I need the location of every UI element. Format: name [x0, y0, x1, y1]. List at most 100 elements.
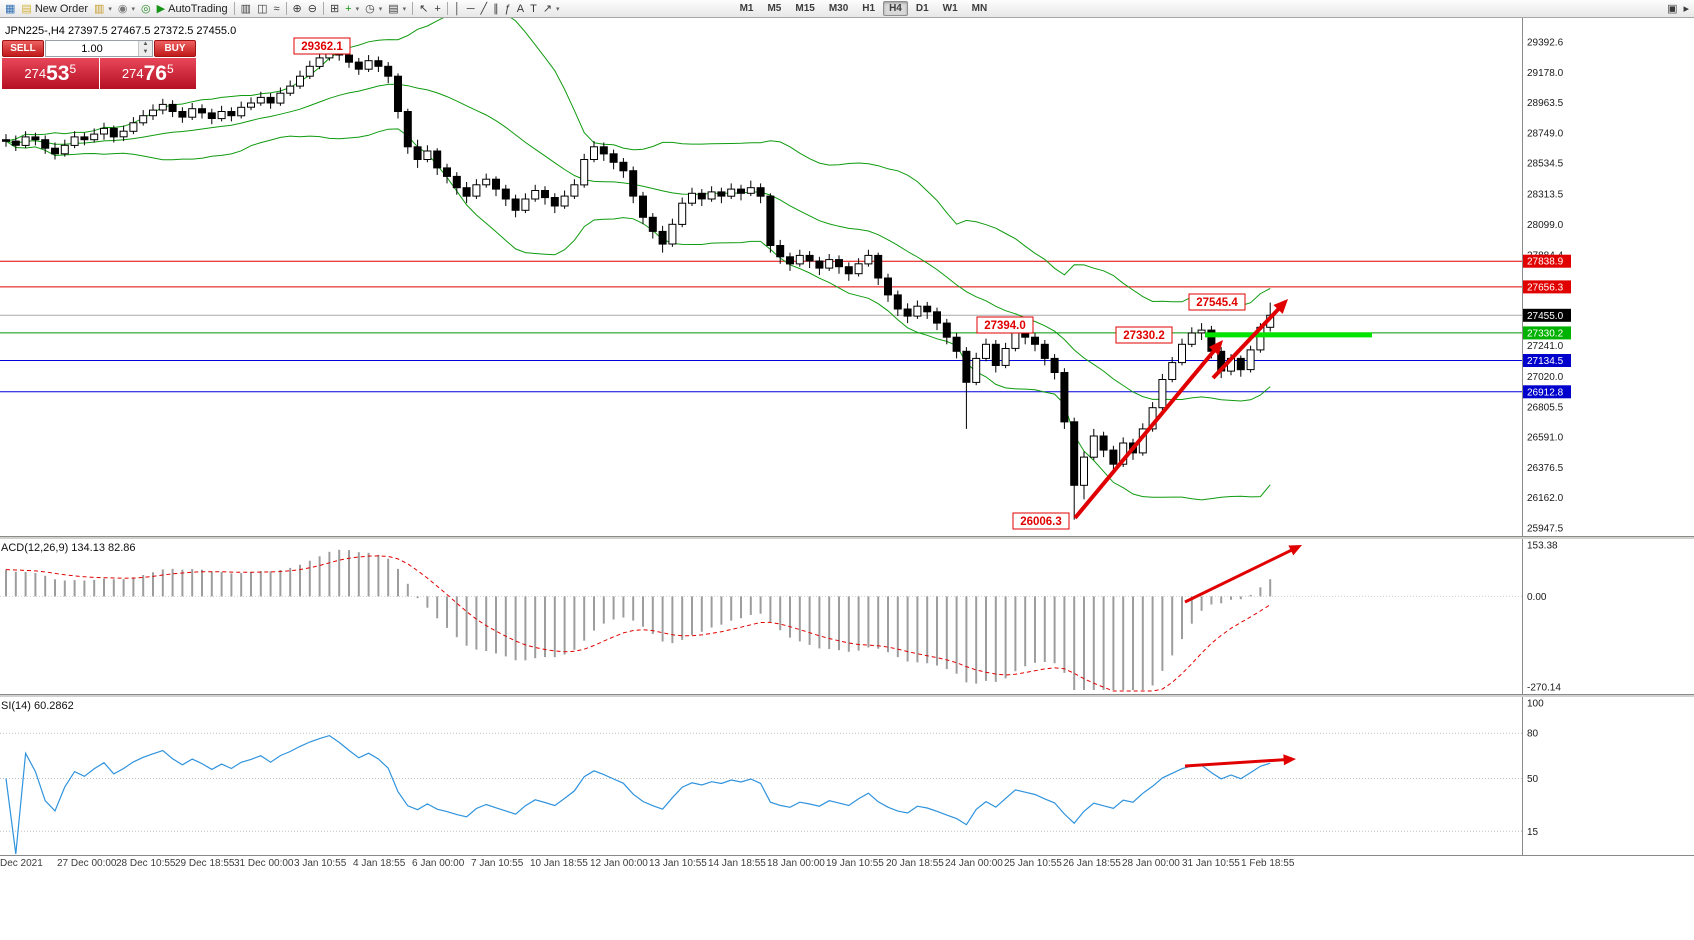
text-label-icon[interactable]: T [527, 1, 540, 17]
crosshair-icon[interactable]: + [431, 1, 443, 17]
zoom-out-icon[interactable]: ⊖ [305, 1, 320, 17]
price-tick-label: 28313.5 [1527, 190, 1564, 201]
cursor-icon[interactable]: ↖ [416, 1, 431, 17]
charts-list-icon[interactable]: ▥ ▾ [91, 1, 115, 17]
candle-bull [188, 108, 197, 118]
candle-bull [854, 263, 863, 275]
price-annotation[interactable]: 27545.4 [1188, 293, 1246, 311]
panel-separator[interactable] [0, 536, 1694, 539]
candlestick-chart-icon[interactable]: ◫ [254, 1, 270, 17]
candle-bull [727, 188, 736, 197]
fibonacci-icon[interactable]: ƒ [502, 1, 514, 17]
templates-icon[interactable]: ▤ ▾ [385, 1, 409, 17]
candle-bear [884, 277, 892, 296]
dropdown-arrow-icon[interactable]: ▾ [402, 5, 407, 13]
timeframe-d1-button[interactable]: D1 [915, 3, 929, 14]
vertical-line-icon[interactable]: │ [451, 1, 464, 17]
crosshair-icon: + [434, 2, 441, 15]
new-order-button[interactable]: ▤ New Order [18, 1, 91, 17]
price-annotation[interactable]: 29362.1 [293, 37, 351, 55]
candle-bear [933, 311, 941, 324]
buy-button[interactable]: BUY [154, 40, 196, 57]
dropdown-arrow-icon[interactable]: ▾ [378, 5, 383, 13]
price-big-digits: 53 [46, 62, 70, 85]
candle-bull [139, 115, 148, 124]
sell-button[interactable]: SELL [2, 40, 44, 57]
macd-trend-arrow[interactable] [1184, 546, 1297, 604]
macd-panel: 153.38 0.00 -270.14 ACD(12,26,9) 134.13 82… [0, 539, 1694, 694]
timeframe-h1-button[interactable]: H1 [862, 3, 876, 14]
zoom-in-icon[interactable]: ⊕ [290, 1, 305, 17]
dropdown-arrow-icon[interactable]: ▾ [556, 5, 560, 13]
timeframe-m30-button[interactable]: M30 [828, 3, 849, 14]
trend-arrow-1[interactable] [1073, 344, 1220, 520]
candle-bear [805, 254, 814, 262]
volume-up-button[interactable]: ▲ [139, 41, 152, 49]
line-chart-icon[interactable]: ≈ [270, 1, 282, 17]
timeframe-m5-button[interactable]: M5 [767, 3, 782, 14]
profiles-icon: ◉ [117, 2, 128, 15]
periods-icon[interactable]: ◷ ▾ [362, 1, 385, 17]
timeframe-m15-button[interactable]: M15 [795, 3, 815, 14]
price-annotation[interactable]: 27330.2 [1115, 326, 1173, 344]
panel-separator[interactable] [0, 694, 1694, 697]
zoom-in-icon: ⊕ [292, 2, 302, 15]
docking-icon[interactable]: ▸ [1680, 1, 1692, 17]
profiles-icon[interactable]: ◉ ▾ [115, 1, 138, 17]
trend-arrow-2[interactable] [1211, 303, 1285, 380]
trendline-icon[interactable]: ╱ [478, 1, 491, 17]
timeframe-h4-button[interactable]: H4 [883, 1, 908, 16]
horizontal-line-icon[interactable]: ─ [464, 1, 478, 17]
candle-bear [109, 127, 118, 138]
time-axis[interactable]: Dec 2021 27 Dec 00:00 28 Dec 10:55 29 Dec 1… [0, 855, 1694, 871]
rsi-canvas[interactable]: 100 80 50 15 [0, 697, 1694, 855]
bar-chart-icon[interactable]: ▥ [238, 1, 254, 17]
sell-price-display[interactable]: 274 53 5 [2, 58, 99, 89]
candle-bull [305, 65, 314, 77]
tile-windows-icon[interactable]: ⊞ [327, 1, 342, 17]
candle-bear [394, 75, 402, 112]
svg-text:27134.5: 27134.5 [1527, 356, 1564, 367]
rsi-trend-arrow[interactable] [1184, 757, 1290, 768]
indicators-icon[interactable]: + ▾ [342, 1, 362, 17]
refresh-icon[interactable]: ◎ [138, 1, 154, 17]
candle-bear [403, 111, 412, 148]
vertical-line-icon: │ [453, 2, 461, 15]
timeframe-m1-button[interactable]: M1 [739, 3, 754, 14]
timeframe-w1-button[interactable]: W1 [942, 3, 958, 14]
rsi-line [5, 734, 1271, 855]
channel-icon[interactable]: ∥ [490, 1, 502, 17]
time-label: 13 Jan 10:55 [649, 858, 707, 869]
chart-symbol-icon[interactable]: ▦ [2, 1, 18, 17]
price-prefix: 274 [121, 66, 144, 81]
chart-profile-icon[interactable]: ▣ [1664, 1, 1680, 17]
candle-bull [247, 102, 255, 108]
price-annotation[interactable]: 27394.0 [976, 316, 1034, 334]
candle-bear [952, 336, 961, 352]
dropdown-arrow-icon[interactable]: ▾ [108, 5, 112, 13]
price-annotation[interactable]: 26006.3 [1012, 512, 1070, 530]
text-icon[interactable]: A [514, 1, 527, 17]
arrows-icon[interactable]: ↗ ▾ [540, 1, 563, 17]
candle-bull [1001, 348, 1010, 366]
price-chart-canvas[interactable]: 29362.1 27394.0 27330.2 27545.4 26006.3 29392… [0, 18, 1694, 536]
macd-canvas[interactable]: 153.38 0.00 -270.14 [0, 539, 1694, 694]
toolbar-separator [285, 2, 287, 15]
timeframe-mn-button[interactable]: MN [971, 3, 988, 14]
candle-bear [1236, 357, 1245, 371]
dropdown-arrow-icon[interactable]: ▾ [355, 5, 360, 13]
volume-down-button[interactable]: ▼ [139, 48, 152, 56]
candle-bear [1060, 372, 1069, 423]
candle-bull [129, 122, 138, 132]
dropdown-arrow-icon[interactable]: ▾ [131, 5, 136, 13]
candle-bear [874, 254, 883, 279]
time-label: 6 Jan 00:00 [412, 858, 465, 869]
volume-input[interactable] [46, 41, 138, 56]
time-label: 26 Jan 18:55 [1063, 858, 1121, 869]
autotrading-button[interactable]: ▶ AutoTrading [154, 1, 231, 17]
candle-bull [1089, 435, 1098, 458]
candle-bear [609, 153, 618, 163]
candle-bear [51, 147, 59, 155]
buy-price-display[interactable]: 274 76 5 [99, 58, 196, 89]
